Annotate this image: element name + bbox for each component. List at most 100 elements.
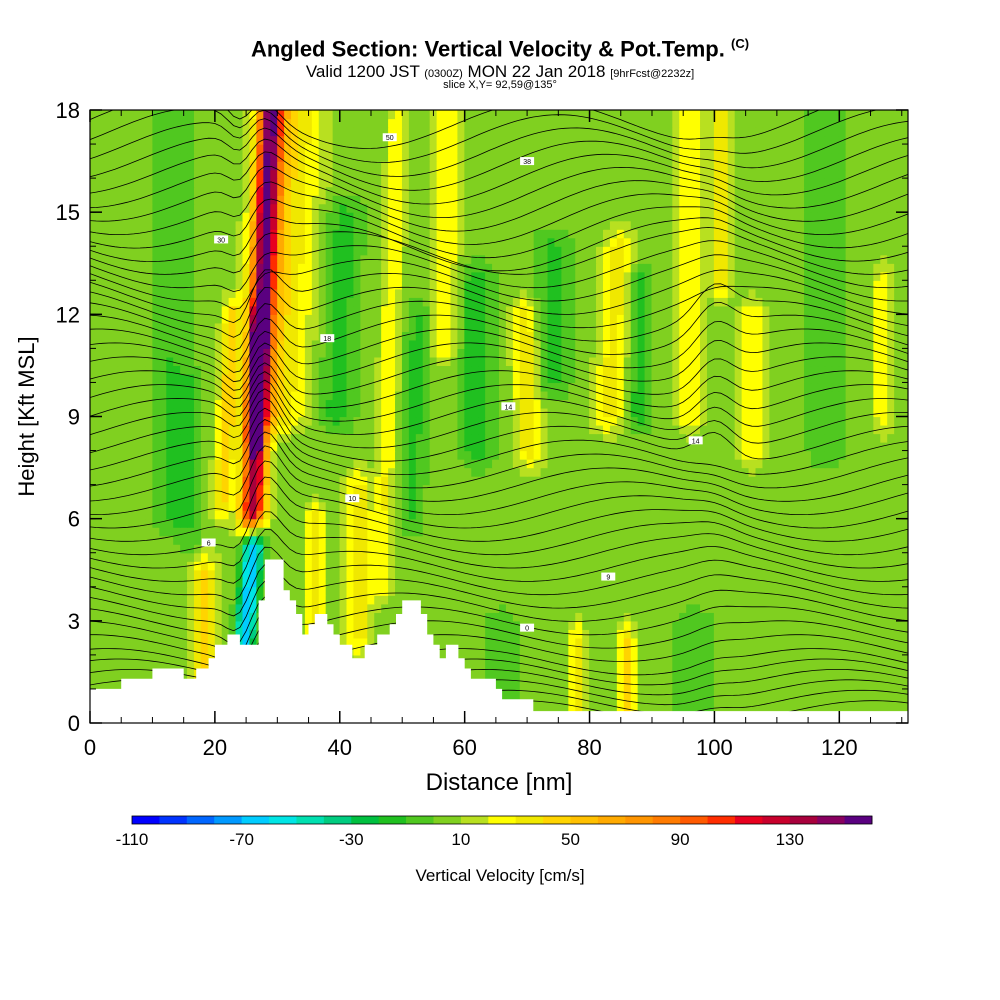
velocity-cell [173,603,181,613]
velocity-cell [180,493,188,503]
velocity-cell [492,382,500,392]
velocity-cell [658,697,666,707]
velocity-cell [464,510,472,520]
velocity-cell [499,365,507,375]
velocity-cell [401,365,410,375]
velocity-cell [131,544,140,554]
velocity-cell [873,365,881,375]
velocity-cell [173,578,181,588]
velocity-cell [623,646,632,656]
velocity-cell [762,629,770,639]
velocity-cell [609,484,618,494]
velocity-cell [499,407,507,418]
velocity-cell [887,510,895,520]
velocity-cell [665,510,673,520]
velocity-cell [596,518,604,528]
velocity-cell [665,578,673,588]
velocity-cell [200,544,209,554]
velocity-cell [776,459,784,469]
velocity-cell [443,561,452,571]
velocity-cell [616,705,625,716]
velocity-cell [589,646,597,656]
velocity-cell [741,663,750,673]
velocity-cell [471,595,479,605]
velocity-cell [866,518,874,528]
velocity-cell [568,705,576,716]
velocity-cell [457,373,465,384]
velocity-cell [887,620,895,630]
velocity-cell [173,510,181,520]
velocity-cell [824,390,833,401]
velocity-cell [284,476,292,486]
velocity-cell [180,535,188,545]
velocity-cell [859,697,867,707]
velocity-cell [589,450,597,460]
velocity-cell [769,629,777,639]
velocity-cell [658,569,666,579]
velocity-cell [845,442,854,452]
velocity-cell [665,442,673,452]
velocity-cell [852,595,861,605]
velocity-cell [658,535,666,545]
velocity-cell [152,603,160,613]
velocity-cell [131,365,140,375]
velocity-cell [401,518,410,528]
velocity-cell [311,595,320,605]
velocity-cell [207,595,216,605]
velocity-cell [880,518,888,528]
velocity-cell [457,501,465,511]
velocity-cell [596,586,604,596]
velocity-cell [783,433,791,443]
velocity-cell [790,390,798,401]
velocity-cell [381,382,389,392]
velocity-cell [499,518,507,528]
velocity-cell [637,416,646,426]
velocity-cell [644,569,653,579]
velocity-cell [270,399,278,409]
velocity-cell [810,688,819,699]
velocity-cell [90,501,98,511]
velocity-cell [193,501,202,511]
velocity-cell [159,518,167,528]
velocity-cell [880,484,888,494]
velocity-cell [499,680,507,690]
velocity-cell [741,646,750,656]
velocity-cell [519,586,528,596]
velocity-cell [408,390,417,401]
velocity-cell [297,518,306,528]
velocity-cell [367,390,375,401]
velocity-cell [96,569,105,579]
velocity-cell [824,561,833,571]
velocity-cell [360,595,368,605]
velocity-cell [679,501,687,511]
velocity-cell [193,450,202,460]
velocity-cell [499,373,507,384]
velocity-cell [332,552,341,562]
velocity-cell [325,476,334,486]
velocity-cell [880,663,888,673]
velocity-cell [831,518,840,528]
velocity-cell [193,578,202,588]
velocity-cell [679,518,687,528]
velocity-cell [367,518,375,528]
velocity-cell [526,637,535,647]
velocity-cell [173,365,181,375]
velocity-cell [200,390,209,401]
velocity-cell [596,595,604,605]
velocity-cell [401,569,410,579]
velocity-cell [277,399,285,409]
velocity-cell [117,603,126,613]
velocity-cell [679,552,687,562]
velocity-cell [637,527,646,537]
velocity-cell [589,407,597,418]
velocity-cell [159,586,167,596]
velocity-cell [838,425,847,435]
velocity-cell [769,467,777,477]
velocity-cell [235,612,244,622]
velocity-cell [790,450,798,460]
velocity-cell [547,697,556,707]
velocity-cell [845,688,854,699]
velocity-cell [346,637,355,647]
velocity-cell [547,629,556,639]
velocity-cell [665,527,673,537]
